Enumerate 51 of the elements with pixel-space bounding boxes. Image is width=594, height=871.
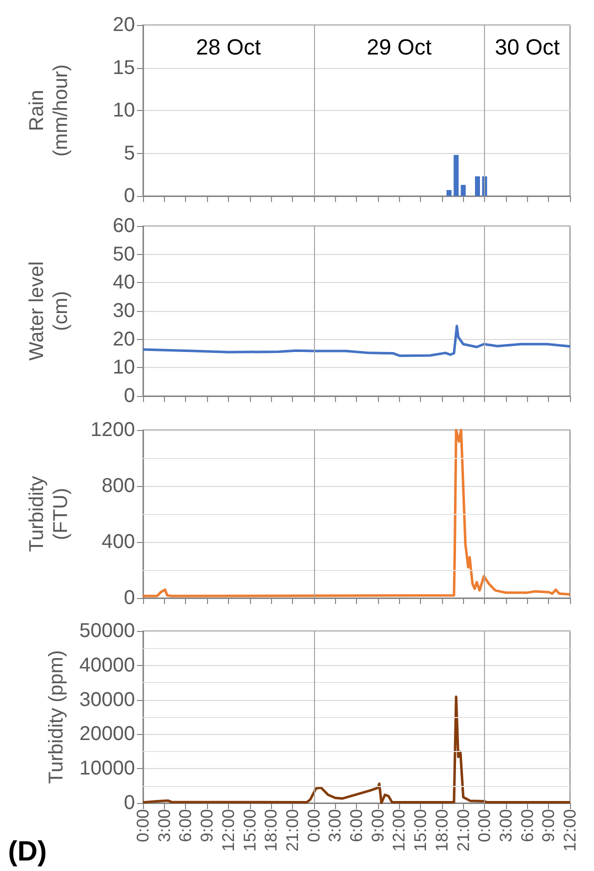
y-tick-label: 60 [112, 215, 135, 237]
y-tick-label: 20 [112, 14, 135, 36]
y-tick-label: 5 [124, 142, 135, 164]
x-tick-label: 12:00 [560, 809, 580, 852]
x-tick-label: 0:00 [304, 809, 324, 842]
y-tick-label: 10 [112, 100, 135, 122]
y-tick-label: 40000 [79, 654, 135, 676]
annotation: 30 Oct [494, 34, 560, 60]
y-tick-label: 0 [124, 185, 135, 207]
x-tick-label: 18:00 [432, 809, 452, 852]
x-tick-label: 0:00 [134, 809, 152, 842]
x-tick-label: 18:00 [262, 809, 281, 852]
y-tick-label: 30000 [79, 688, 135, 711]
y-axis-title: Rain (mm/hour) [26, 64, 72, 157]
x-tick-label: 6:00 [347, 809, 366, 842]
x-tick-label: 3:00 [154, 809, 174, 842]
x-tick-label: 21:00 [282, 809, 302, 852]
y-tick-label: 800 [102, 475, 135, 497]
x-tick-label: 9:00 [198, 809, 217, 842]
x-tick-label: 15:00 [240, 809, 260, 852]
y-tick-label: 400 [102, 531, 135, 553]
annotation: 29 Oct [366, 34, 432, 60]
text: (D) [8, 836, 47, 866]
x-tick-label: 3:00 [326, 809, 345, 842]
x-tick-label: 9:00 [368, 809, 388, 842]
x-tick-label: 6:00 [518, 809, 537, 842]
y-tick-label: 20000 [79, 723, 135, 746]
annotation: 28 Oct [196, 34, 261, 60]
y-axis-title: Turbidity (FTU) [26, 476, 72, 552]
x-tick-label: 12:00 [390, 809, 409, 852]
y-tick-label: 30 [112, 300, 135, 322]
y-tick-label: 50000 [79, 620, 135, 642]
y-tick-label: 40 [112, 272, 135, 294]
y-tick-label: 20 [112, 328, 135, 350]
x-tick-label: 6:00 [176, 809, 196, 842]
x-tick-label: 0:00 [475, 809, 494, 842]
y-tick-label: 15 [112, 56, 135, 79]
x-tick-label: 15:00 [411, 809, 430, 852]
x-tick-label: 3:00 [496, 809, 516, 842]
y-tick-label: 0 [124, 385, 135, 407]
x-tick-label: 9:00 [539, 809, 558, 842]
y-tick-label: 10 [112, 356, 135, 379]
y-tick-label: 50 [112, 243, 135, 266]
y-axis-title: Water level (cm) [26, 261, 72, 361]
x-tick-label: 12:00 [218, 809, 238, 852]
y-axis-title: Turbidity (ppm) [45, 650, 68, 784]
y-tick-label: 0 [124, 792, 135, 814]
x-tick-label: 21:00 [454, 809, 473, 852]
y-tick-label: 10000 [79, 758, 135, 780]
y-tick-label: 1200 [90, 419, 135, 441]
y-tick-label: 0 [124, 587, 135, 609]
